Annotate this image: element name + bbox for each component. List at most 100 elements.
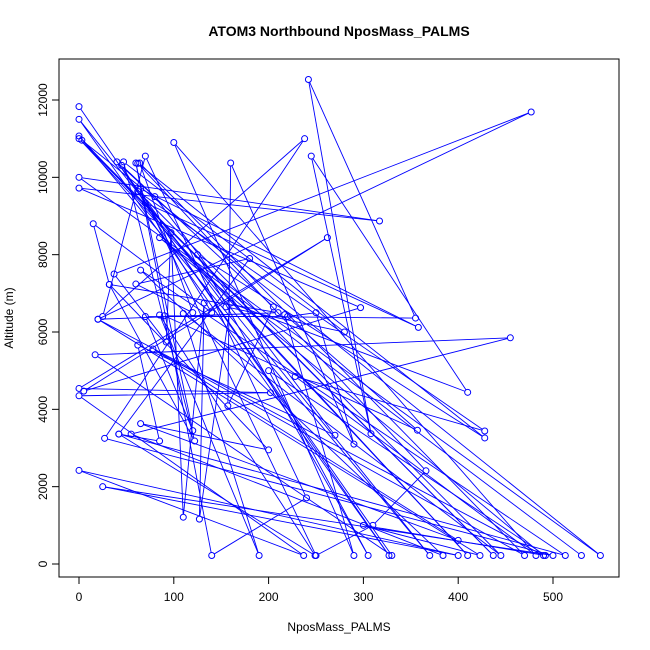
series-segment: [155, 350, 523, 555]
series-segment: [174, 145, 354, 553]
data-point: [105, 280, 113, 288]
data-point: [350, 551, 358, 559]
data-point: [364, 551, 372, 559]
data-point: [506, 334, 514, 342]
y-tick-label: 10000: [36, 160, 50, 194]
series-segment: [297, 377, 534, 555]
series-segment: [121, 435, 313, 555]
series-segment: [86, 238, 326, 390]
data-point: [200, 299, 208, 307]
series-segment: [120, 260, 249, 432]
data-point: [156, 437, 164, 445]
data-point: [227, 159, 235, 167]
data-point: [118, 161, 126, 169]
data-point: [300, 551, 308, 559]
data-point: [267, 389, 274, 397]
chart-title: ATOM3 Northbound NposMass_PALMS: [208, 23, 469, 39]
y-tick-label: 0: [36, 560, 50, 567]
series-segment: [123, 167, 153, 195]
series-segment: [81, 470, 456, 556]
series-segment: [112, 284, 276, 313]
data-point: [75, 173, 83, 181]
data-point: [99, 483, 107, 491]
series-segment: [308, 82, 371, 431]
data-point: [127, 430, 135, 438]
series-segment: [100, 320, 542, 555]
series-segment: [81, 397, 302, 555]
data-point: [91, 351, 99, 359]
data-point: [191, 437, 199, 445]
series-segment: [81, 177, 377, 222]
series-segment: [165, 235, 172, 340]
data-point: [540, 551, 548, 559]
series-segment: [125, 163, 343, 331]
series-segment: [161, 239, 542, 554]
series-segment: [161, 239, 580, 555]
series-segment: [81, 471, 302, 555]
series-segment: [103, 158, 146, 314]
data-point: [497, 551, 505, 559]
series-segment: [100, 320, 478, 555]
data-point: [291, 372, 299, 380]
data-point: [179, 309, 187, 317]
series-segment: [167, 315, 413, 319]
data-point: [476, 551, 484, 559]
y-tick-label: 12000: [36, 83, 50, 117]
series-segment: [121, 434, 563, 556]
series-segment: [233, 303, 466, 392]
series-segment: [366, 525, 543, 556]
series-segment: [227, 166, 232, 403]
data-point: [350, 440, 358, 448]
data-point: [412, 314, 420, 322]
data-point: [532, 551, 540, 559]
series-segment: [199, 305, 231, 517]
data-point: [307, 152, 315, 160]
series-segment: [270, 371, 544, 555]
series-segment: [366, 525, 478, 556]
x-tick-label: 300: [353, 590, 373, 604]
series-segment: [98, 337, 508, 356]
data-point: [596, 551, 604, 559]
series-segment: [116, 112, 529, 274]
x-tick-label: 200: [259, 590, 279, 604]
data-point: [323, 234, 331, 242]
data-point: [561, 551, 569, 559]
series-segment: [142, 271, 564, 555]
data-point: [385, 551, 393, 559]
data-point: [134, 341, 142, 349]
data-point: [369, 521, 377, 529]
series-segment: [138, 284, 191, 312]
series-segment: [146, 319, 193, 429]
x-tick-label: 100: [164, 590, 184, 604]
series-segment: [175, 144, 535, 554]
series-segment: [160, 317, 259, 553]
series-segment: [81, 388, 268, 394]
data-point: [367, 430, 375, 438]
series-segment: [104, 140, 303, 315]
data-point: [464, 388, 472, 396]
data-point: [246, 255, 254, 263]
series-segment: [318, 526, 371, 555]
y-tick-label: 4000: [36, 396, 50, 423]
data-point: [269, 303, 277, 311]
series-segment: [123, 164, 195, 439]
data-point: [132, 280, 140, 288]
data-point: [422, 467, 430, 475]
data-point: [149, 345, 157, 353]
series-segment: [133, 338, 508, 434]
series-segment: [118, 163, 225, 305]
series-segment: [138, 347, 160, 439]
data-point: [189, 309, 197, 317]
series-segment: [269, 373, 368, 554]
y-axis-label: Altitude (m): [2, 287, 16, 348]
data-point: [89, 220, 97, 228]
y-tick-label: 8000: [36, 241, 50, 268]
x-tick-label: 400: [448, 590, 468, 604]
data-point: [156, 311, 164, 319]
data-point: [170, 139, 178, 147]
data-point: [120, 158, 128, 166]
data-point: [274, 309, 282, 317]
data-point: [312, 551, 320, 559]
data-point: [75, 184, 83, 192]
